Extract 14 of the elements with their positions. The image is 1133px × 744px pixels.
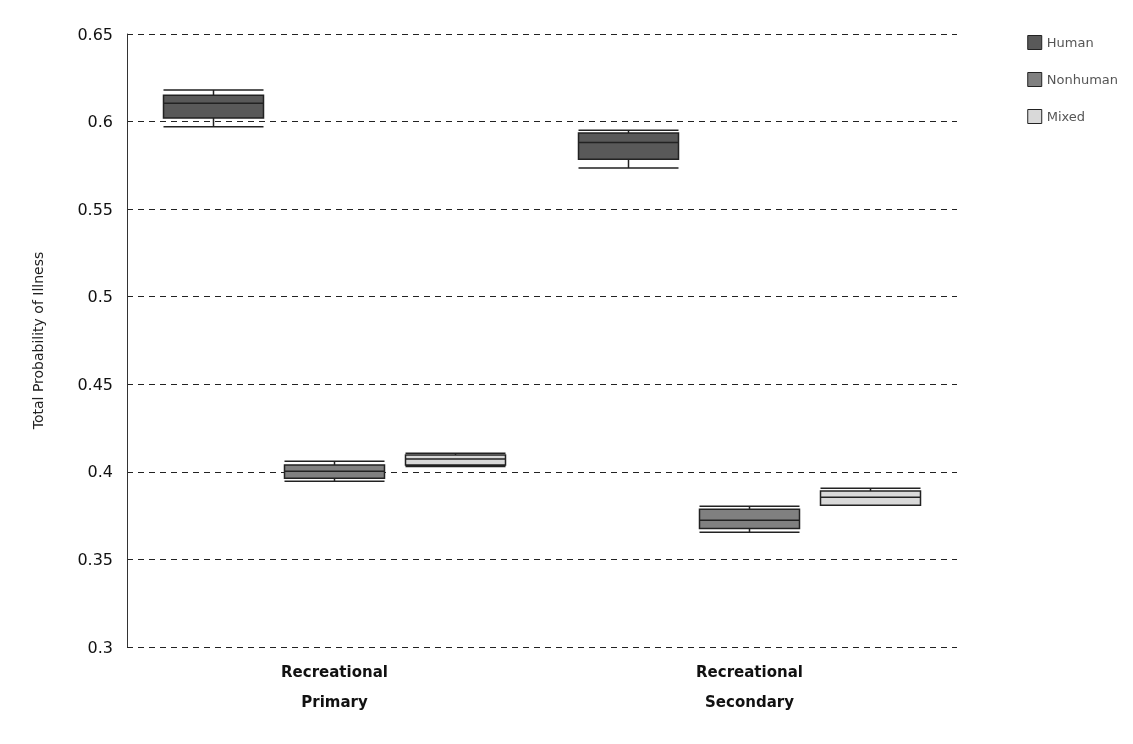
- y-axis-title: Total Probability of Illness: [30, 251, 46, 431]
- y-tick-label: 0.45: [77, 374, 113, 394]
- legend-label: Mixed: [1046, 109, 1086, 124]
- y-tick-label: 0.3: [87, 637, 113, 657]
- y-tick-label: 0.6: [87, 112, 113, 132]
- y-tick-label: 0.55: [77, 199, 113, 219]
- legend-label: Human: [1046, 35, 1094, 50]
- y-tick-label: 0.5: [87, 287, 113, 307]
- x-tick-label: Recreational Secondary: [696, 663, 803, 711]
- legend-label: Nonhuman: [1046, 72, 1118, 87]
- y-tick-label: 0.65: [77, 24, 113, 44]
- y-tick-label: 0.4: [87, 462, 113, 482]
- x-tick-label: Recreational Primary: [281, 663, 388, 711]
- y-tick-label: 0.35: [77, 549, 113, 569]
